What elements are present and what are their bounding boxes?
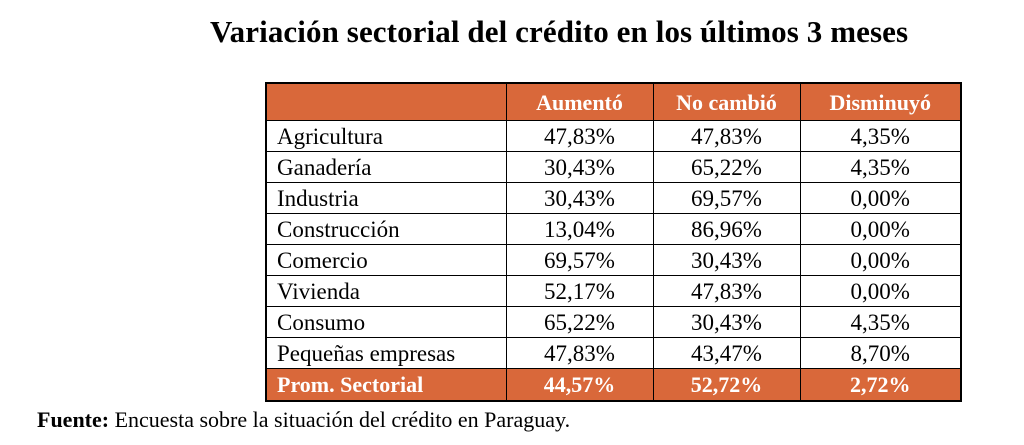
table-row: Vivienda 52,17% 47,83% 0,00%	[265, 275, 962, 307]
table-row: Pequeñas empresas 47,83% 43,47% 8,70%	[265, 337, 962, 369]
header-disminuyo: Disminuyó	[799, 82, 962, 121]
cell-no-cambio: 30,43%	[652, 244, 801, 276]
cell-sector: Construcción	[265, 213, 507, 245]
cell-disminuyo: 0,00%	[799, 182, 962, 214]
footer-disminuyo: 2,72%	[799, 368, 962, 402]
source-note: Fuente: Encuesta sobre la situación del …	[37, 407, 570, 433]
cell-sector: Industria	[265, 182, 507, 214]
cell-disminuyo: 0,00%	[799, 244, 962, 276]
cell-disminuyo: 8,70%	[799, 337, 962, 369]
cell-disminuyo: 4,35%	[799, 120, 962, 152]
cell-no-cambio: 43,47%	[652, 337, 801, 369]
cell-aumento: 13,04%	[505, 213, 654, 245]
header-sector	[265, 82, 507, 121]
table-row: Consumo 65,22% 30,43% 4,35%	[265, 306, 962, 338]
footer-aumento: 44,57%	[505, 368, 654, 402]
cell-aumento: 30,43%	[505, 151, 654, 183]
cell-aumento: 30,43%	[505, 182, 654, 214]
table-row: Ganadería 30,43% 65,22% 4,35%	[265, 151, 962, 183]
cell-disminuyo: 0,00%	[799, 275, 962, 307]
cell-sector: Ganadería	[265, 151, 507, 183]
footer-no-cambio: 52,72%	[652, 368, 801, 402]
table-row: Construcción 13,04% 86,96% 0,00%	[265, 213, 962, 245]
table-header-row: Aumentó No cambió Disminuyó	[265, 82, 962, 121]
table-body: Agricultura 47,83% 47,83% 4,35% Ganadería 30,…	[265, 120, 962, 369]
header-no-cambio: No cambió	[652, 82, 801, 121]
credit-variation-table: Aumentó No cambió Disminuyó Agricultura 4…	[265, 82, 962, 402]
cell-no-cambio: 47,83%	[652, 120, 801, 152]
cell-aumento: 52,17%	[505, 275, 654, 307]
footer-sector: Prom. Sectorial	[265, 368, 507, 402]
cell-disminuyo: 0,00%	[799, 213, 962, 245]
cell-no-cambio: 47,83%	[652, 275, 801, 307]
cell-no-cambio: 65,22%	[652, 151, 801, 183]
cell-aumento: 65,22%	[505, 306, 654, 338]
cell-disminuyo: 4,35%	[799, 306, 962, 338]
cell-sector: Vivienda	[265, 275, 507, 307]
credit-variation-table-container: Aumentó No cambió Disminuyó Agricultura 4…	[265, 82, 962, 402]
cell-no-cambio: 30,43%	[652, 306, 801, 338]
table-footer-row: Prom. Sectorial 44,57% 52,72% 2,72%	[265, 368, 962, 402]
table-row: Comercio 69,57% 30,43% 0,00%	[265, 244, 962, 276]
source-lead: Fuente:	[37, 407, 110, 432]
page-title: Variación sectorial del crédito en los ú…	[210, 14, 909, 49]
cell-aumento: 47,83%	[505, 337, 654, 369]
cell-disminuyo: 4,35%	[799, 151, 962, 183]
cell-aumento: 47,83%	[505, 120, 654, 152]
table-row: Agricultura 47,83% 47,83% 4,35%	[265, 120, 962, 152]
cell-sector: Pequeñas empresas	[265, 337, 507, 369]
cell-sector: Comercio	[265, 244, 507, 276]
cell-sector: Consumo	[265, 306, 507, 338]
table-row: Industria 30,43% 69,57% 0,00%	[265, 182, 962, 214]
cell-no-cambio: 86,96%	[652, 213, 801, 245]
cell-aumento: 69,57%	[505, 244, 654, 276]
cell-no-cambio: 69,57%	[652, 182, 801, 214]
header-aumento: Aumentó	[505, 82, 654, 121]
cell-sector: Agricultura	[265, 120, 507, 152]
source-text: Encuesta sobre la situación del crédito …	[109, 407, 571, 432]
